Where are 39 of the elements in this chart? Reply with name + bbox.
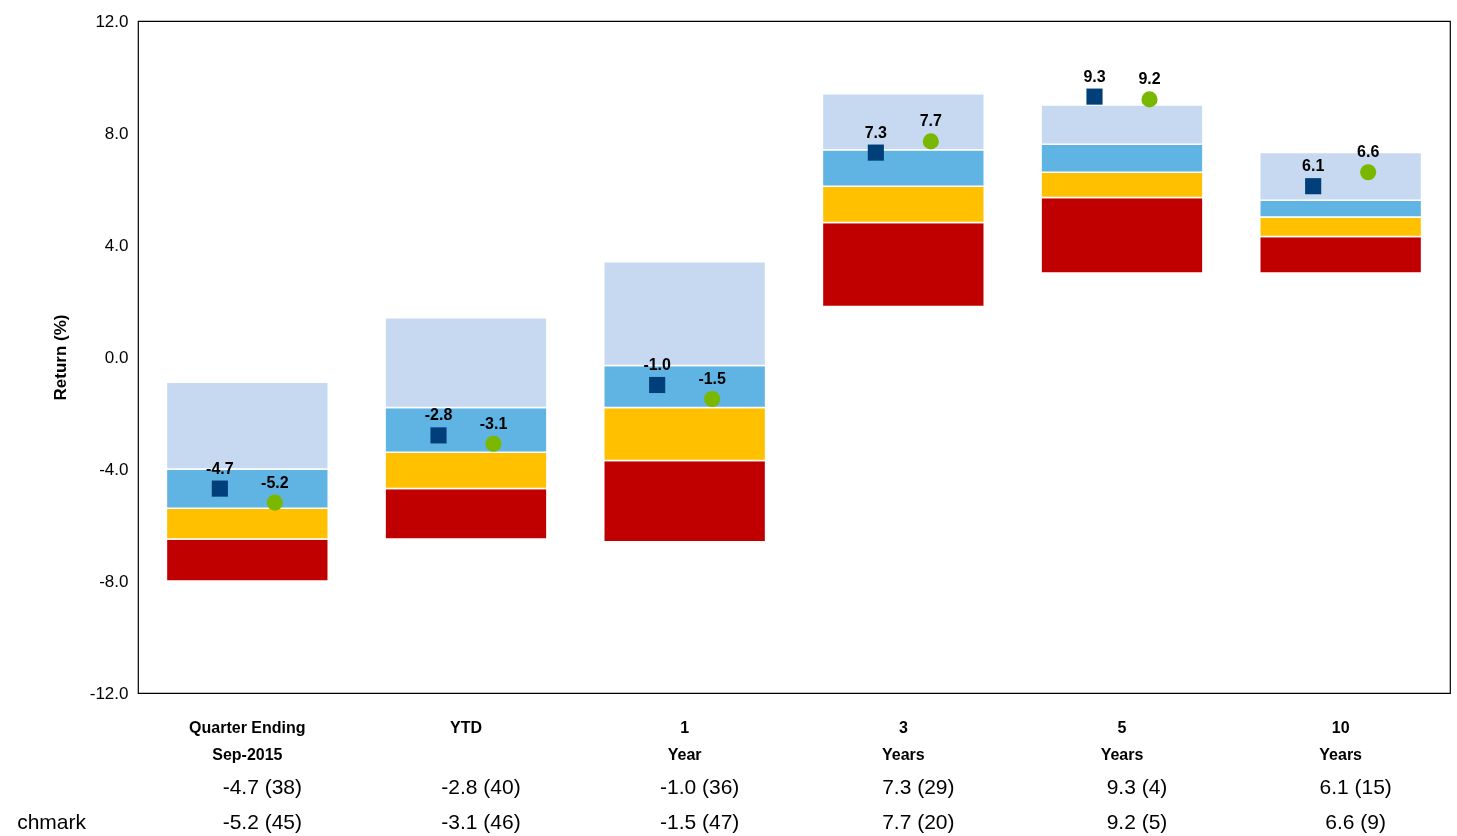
data-label: 6.1: [1302, 157, 1325, 175]
text: 6.1 (15): [1319, 775, 1392, 798]
y-tick-label: 4.0: [104, 235, 129, 255]
data-label: 9.3: [1083, 67, 1106, 85]
x-tick-label: 10 Years: [1319, 718, 1363, 763]
data-label: -1.5: [698, 370, 727, 387]
y-tick-label: 8.0: [104, 123, 129, 143]
data-label: -5.2: [261, 473, 289, 491]
y-tick-label: -8.0: [99, 571, 129, 591]
x-tick-label: 3 Years: [881, 718, 925, 763]
text: 6.6 (9): [1325, 810, 1387, 833]
text: 9.3 (4): [1106, 775, 1168, 798]
y-tick-label: -12.0: [89, 683, 129, 703]
text: -4.7 (38): [222, 775, 303, 798]
data-label: -2.8: [424, 406, 453, 424]
text: 9.2 (5): [1106, 810, 1168, 833]
text: chmark: [17, 810, 87, 833]
data-label: -4.7: [206, 459, 234, 477]
text: -3.1 (46): [441, 810, 521, 833]
data-label: 7.3: [864, 123, 888, 141]
x-tick-label: Quarter Ending Sep-2015: [189, 718, 306, 763]
y-axis-title: Return (%): [50, 314, 70, 401]
data-label: -3.1: [479, 414, 508, 432]
y-tick-label: 12.0: [95, 11, 129, 31]
y-tick-label: -4.0: [99, 459, 129, 479]
x-tick-label: 1 Year: [667, 718, 702, 763]
text: -5.2 (45): [222, 810, 303, 833]
text: -1.0 (36): [659, 775, 740, 798]
text: -1.5 (47): [659, 810, 740, 833]
text: 7.3 (29): [882, 775, 955, 798]
x-tick-label: 5 Years: [1100, 718, 1144, 763]
data-label: 6.6: [1357, 143, 1380, 161]
y-tick-label: 0.0: [104, 347, 129, 367]
data-label: 7.7: [919, 112, 943, 130]
x-tick-label: YTD: [450, 718, 482, 736]
data-label: -1.0: [643, 356, 672, 373]
data-label: 9.2: [1138, 70, 1161, 88]
text: 7.7 (20): [882, 810, 955, 833]
text: -2.8 (40): [441, 775, 521, 798]
